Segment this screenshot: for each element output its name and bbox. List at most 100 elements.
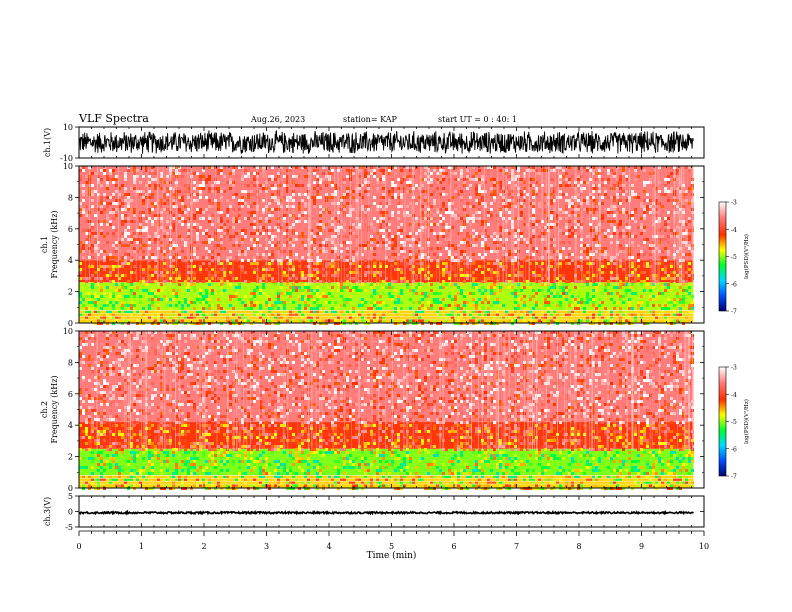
- spectrogram-cell: [184, 244, 187, 247]
- spectrogram-cell: [82, 238, 85, 241]
- spectrogram-cell: [460, 256, 463, 259]
- spectrogram-cell: [637, 196, 640, 199]
- spectrogram-cell: [109, 220, 112, 223]
- spectrogram-cell: [145, 268, 148, 271]
- spectrogram-cell: [640, 250, 643, 253]
- spectrogram-cell: [259, 199, 262, 202]
- spectrogram-cell: [181, 259, 184, 262]
- spectrogram-cell: [175, 319, 178, 322]
- spectrogram-cell: [595, 172, 598, 175]
- spectrogram-cell: [397, 205, 400, 208]
- spectrogram-cell: [457, 217, 460, 220]
- spectrogram-cell: [316, 277, 319, 280]
- spectrogram-cell: [667, 268, 670, 271]
- spectrogram-streak: [170, 166, 171, 286]
- spectrogram-cell: [430, 277, 433, 280]
- spectrogram-cell: [430, 226, 433, 229]
- spectrogram-cell: [484, 289, 487, 292]
- spectrogram-cell: [451, 316, 454, 319]
- spectrogram-cell: [163, 208, 166, 211]
- spectrogram-cell: [301, 292, 304, 295]
- spectrogram-cell: [430, 178, 433, 181]
- spectrogram-cell: [379, 271, 382, 274]
- spectrogram-cell: [94, 247, 97, 250]
- spectrogram-cell: [619, 178, 622, 181]
- spectrogram-cell: [85, 229, 88, 232]
- spectrogram-cell: [505, 313, 508, 316]
- spectrogram-cell: [520, 211, 523, 214]
- spectrogram-cell: [382, 229, 385, 232]
- spectrogram-cell: [643, 247, 646, 250]
- spectrogram-cell: [649, 289, 652, 292]
- spectrogram-cell: [193, 193, 196, 196]
- spectrogram-cell: [559, 190, 562, 193]
- spectrogram-cell: [133, 235, 136, 238]
- spectrogram-cell: [193, 286, 196, 289]
- spectrogram-cell: [523, 277, 526, 280]
- spectrogram-cell: [304, 277, 307, 280]
- spectrogram-cell: [523, 223, 526, 226]
- spectrogram-cell: [400, 259, 403, 262]
- spectrogram-cell: [268, 310, 271, 313]
- spectrogram-cell: [448, 202, 451, 205]
- spectrogram-cell: [346, 310, 349, 313]
- spectrogram-cell: [604, 319, 607, 322]
- spectrogram-cell: [568, 202, 571, 205]
- spectrogram-cell: [667, 250, 670, 253]
- spectrogram-cell: [259, 244, 262, 247]
- spectrogram-cell: [490, 262, 493, 265]
- spectrogram-cell: [211, 277, 214, 280]
- spectrogram-cell: [406, 181, 409, 184]
- spectrogram-cell: [127, 232, 130, 235]
- spectrogram-cell: [439, 178, 442, 181]
- spectrogram-cell: [586, 244, 589, 247]
- spectrogram-cell: [253, 229, 256, 232]
- spectrogram-streak: [681, 166, 683, 286]
- spectrogram-cell: [145, 184, 148, 187]
- spectrogram-cell: [601, 172, 604, 175]
- spectrogram-cell: [607, 229, 610, 232]
- spectrogram-cell: [514, 259, 517, 262]
- spectrogram-cell: [106, 313, 109, 316]
- spectrogram-cell: [388, 193, 391, 196]
- spectrogram-cell: [391, 310, 394, 313]
- spectrogram-cell: [430, 181, 433, 184]
- spectrogram-cell: [253, 211, 256, 214]
- spectrogram-cell: [199, 271, 202, 274]
- spectrogram-cell: [238, 250, 241, 253]
- spectrogram-cell: [559, 181, 562, 184]
- spectrogram-cell: [199, 232, 202, 235]
- spectrogram-cell: [472, 304, 475, 307]
- spectrogram-cell: [397, 310, 400, 313]
- spectrogram-cell: [499, 304, 502, 307]
- spectrogram-cell: [268, 226, 271, 229]
- spectrogram-cell: [496, 292, 499, 295]
- spectrogram-cell: [388, 241, 391, 244]
- spectrogram-cell: [172, 319, 175, 322]
- spectrogram-cell: [271, 229, 274, 232]
- spectrogram-cell: [208, 286, 211, 289]
- spectrogram-cell: [298, 286, 301, 289]
- spectrogram-cell: [85, 337, 88, 340]
- spectrogram-cell: [679, 208, 682, 211]
- spectrogram-cell: [388, 283, 391, 286]
- spectrogram-cell: [187, 316, 190, 319]
- spectrogram-cell: [670, 271, 673, 274]
- spectrogram-cell: [670, 175, 673, 178]
- spectrogram-cell: [259, 307, 262, 310]
- spectrogram-cell: [388, 256, 391, 259]
- spectrogram-cell: [604, 253, 607, 256]
- spectrogram-cell: [325, 319, 328, 322]
- spectrogram-cell: [640, 247, 643, 250]
- spectrogram-cell: [181, 304, 184, 307]
- spectrogram-cell: [430, 172, 433, 175]
- spectrogram-cell: [331, 319, 334, 322]
- spectrogram-cell: [451, 313, 454, 316]
- spectrogram-cell: [382, 316, 385, 319]
- spectrogram-cell: [214, 292, 217, 295]
- spectrogram-cell: [235, 199, 238, 202]
- spectrogram-cell: [145, 280, 148, 283]
- spectrogram-cell: [208, 178, 211, 181]
- spectrogram-cell: [511, 259, 514, 262]
- spectrogram-cell: [232, 235, 235, 238]
